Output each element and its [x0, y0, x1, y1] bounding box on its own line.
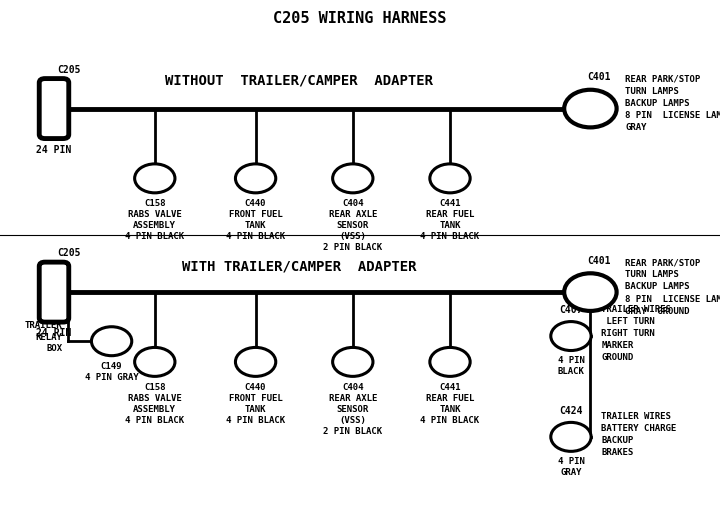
Circle shape	[551, 322, 591, 351]
Text: WITH TRAILER/CAMPER  ADAPTER: WITH TRAILER/CAMPER ADAPTER	[181, 259, 416, 273]
Circle shape	[564, 273, 616, 311]
Text: C404
REAR AXLE
SENSOR
(VSS)
2 PIN BLACK: C404 REAR AXLE SENSOR (VSS) 2 PIN BLACK	[323, 383, 382, 436]
FancyBboxPatch shape	[40, 262, 69, 322]
Circle shape	[235, 164, 276, 193]
Text: C441
REAR FUEL
TANK
4 PIN BLACK: C441 REAR FUEL TANK 4 PIN BLACK	[420, 199, 480, 241]
Text: 4 PIN
GRAY: 4 PIN GRAY	[557, 457, 585, 477]
Circle shape	[551, 422, 591, 451]
Circle shape	[235, 347, 276, 376]
Circle shape	[333, 164, 373, 193]
Text: C424: C424	[559, 406, 582, 416]
Text: C407: C407	[559, 306, 582, 315]
Text: C205: C205	[58, 249, 81, 258]
Text: C401: C401	[587, 255, 611, 266]
Text: TRAILER WIRES
 LEFT TURN
RIGHT TURN
MARKER
GROUND: TRAILER WIRES LEFT TURN RIGHT TURN MARKE…	[601, 305, 671, 362]
Text: C404
REAR AXLE
SENSOR
(VSS)
2 PIN BLACK: C404 REAR AXLE SENSOR (VSS) 2 PIN BLACK	[323, 199, 382, 252]
Text: C401: C401	[587, 72, 611, 82]
Text: TRAILER WIRES
BATTERY CHARGE
BACKUP
BRAKES: TRAILER WIRES BATTERY CHARGE BACKUP BRAK…	[601, 412, 677, 457]
Circle shape	[135, 347, 175, 376]
Text: WITHOUT  TRAILER/CAMPER  ADAPTER: WITHOUT TRAILER/CAMPER ADAPTER	[165, 73, 433, 87]
Text: C441
REAR FUEL
TANK
4 PIN BLACK: C441 REAR FUEL TANK 4 PIN BLACK	[420, 383, 480, 425]
Circle shape	[430, 164, 470, 193]
Circle shape	[135, 164, 175, 193]
Text: 24 PIN: 24 PIN	[37, 328, 71, 338]
Text: C149
4 PIN GRAY: C149 4 PIN GRAY	[85, 362, 138, 382]
Text: C158
RABS VALVE
ASSEMBLY
4 PIN BLACK: C158 RABS VALVE ASSEMBLY 4 PIN BLACK	[125, 383, 184, 425]
Text: C205 WIRING HARNESS: C205 WIRING HARNESS	[274, 10, 446, 26]
Circle shape	[91, 327, 132, 356]
Text: C440
FRONT FUEL
TANK
4 PIN BLACK: C440 FRONT FUEL TANK 4 PIN BLACK	[226, 199, 285, 241]
Text: C440
FRONT FUEL
TANK
4 PIN BLACK: C440 FRONT FUEL TANK 4 PIN BLACK	[226, 383, 285, 425]
Text: 24 PIN: 24 PIN	[37, 145, 71, 155]
FancyBboxPatch shape	[40, 79, 69, 139]
Text: C158
RABS VALVE
ASSEMBLY
4 PIN BLACK: C158 RABS VALVE ASSEMBLY 4 PIN BLACK	[125, 199, 184, 241]
Text: 4 PIN
BLACK: 4 PIN BLACK	[557, 356, 585, 376]
Circle shape	[430, 347, 470, 376]
Text: TRAILER
RELAY
BOX: TRAILER RELAY BOX	[25, 322, 63, 353]
Text: REAR PARK/STOP
TURN LAMPS
BACKUP LAMPS
8 PIN  LICENSE LAMPS
GRAY: REAR PARK/STOP TURN LAMPS BACKUP LAMPS 8…	[625, 74, 720, 132]
Text: REAR PARK/STOP
TURN LAMPS
BACKUP LAMPS
8 PIN  LICENSE LAMPS
GRAY  GROUND: REAR PARK/STOP TURN LAMPS BACKUP LAMPS 8…	[625, 258, 720, 316]
Circle shape	[564, 90, 616, 127]
Circle shape	[333, 347, 373, 376]
Text: C205: C205	[58, 65, 81, 75]
